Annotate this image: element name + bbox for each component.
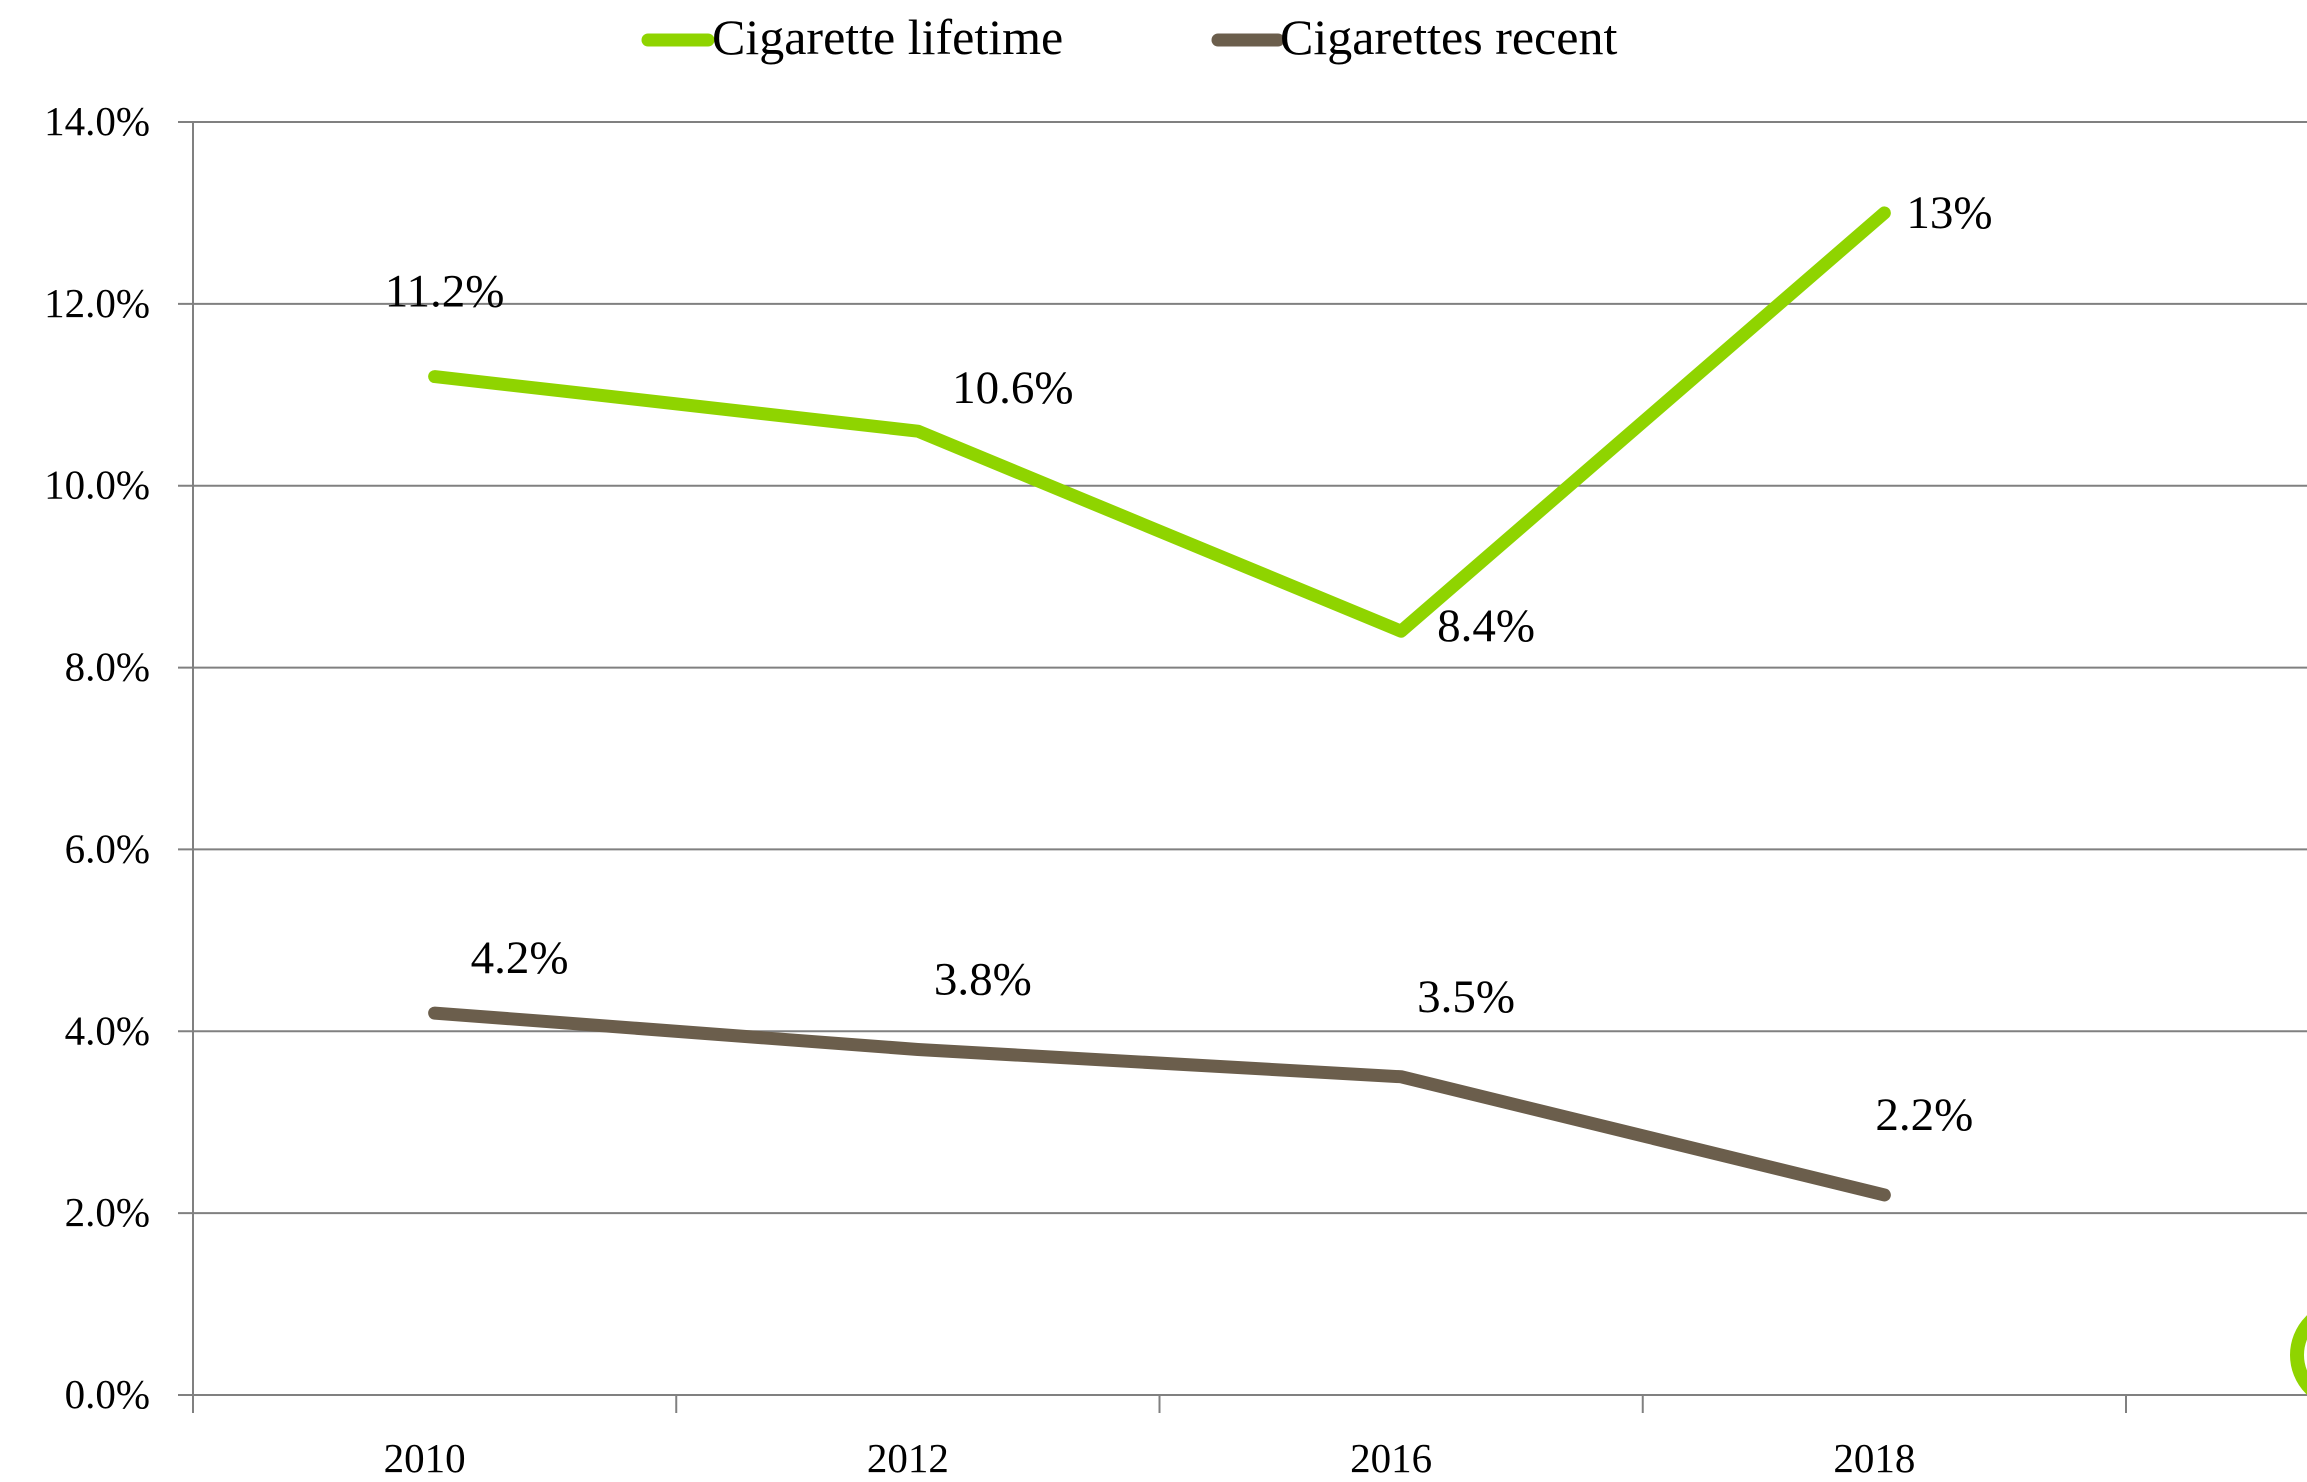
corner-accent-circle xyxy=(2290,1315,2307,1395)
y-tick-label: 6.0% xyxy=(65,825,150,871)
x-tick-label: 2018 xyxy=(1833,1435,1915,1481)
y-tick-label: 14.0% xyxy=(44,98,150,144)
y-tick-label: 8.0% xyxy=(65,644,150,690)
x-tick-label: 2010 xyxy=(384,1435,466,1481)
decor xyxy=(2290,1315,2307,1395)
data-labels: 11.2% 10.6% 8.4% 13% 4.2% 3.8% 3.5% 2.2% xyxy=(385,187,1993,1141)
y-tick-label: 4.0% xyxy=(65,1007,150,1053)
x-tick-label: 2016 xyxy=(1350,1435,1432,1481)
data-label: 10.6% xyxy=(952,362,1073,414)
y-tick-label: 0.0% xyxy=(65,1371,150,1417)
data-label: 2.2% xyxy=(1875,1089,1973,1141)
y-tick-label: 12.0% xyxy=(44,280,150,326)
data-label: 3.8% xyxy=(934,953,1032,1005)
data-label: 11.2% xyxy=(385,266,505,318)
data-label: 13% xyxy=(1906,187,1992,239)
x-tick-label: 2012 xyxy=(867,1435,949,1481)
legend-label: Cigarettes recent xyxy=(1280,9,1617,65)
data-label: 3.5% xyxy=(1417,971,1515,1023)
axes: 0.0% 2.0% 4.0% 6.0% 8.0% 10.0% 12.0% 14.0% 2010 2… xyxy=(44,98,2127,1481)
series-line-lifetime xyxy=(428,206,1891,638)
data-label: 4.2% xyxy=(471,932,569,984)
gridlines xyxy=(178,121,2307,1396)
y-tick-label: 10.0% xyxy=(44,462,150,508)
legend-label: Cigarette lifetime xyxy=(712,9,1063,65)
series-lines xyxy=(428,206,1891,1202)
series-line-recent xyxy=(428,1006,1891,1202)
y-tick-label: 2.0% xyxy=(65,1189,150,1235)
legend: Cigarette lifetime Cigarettes recent xyxy=(641,9,1617,65)
data-label: 8.4% xyxy=(1437,600,1535,652)
